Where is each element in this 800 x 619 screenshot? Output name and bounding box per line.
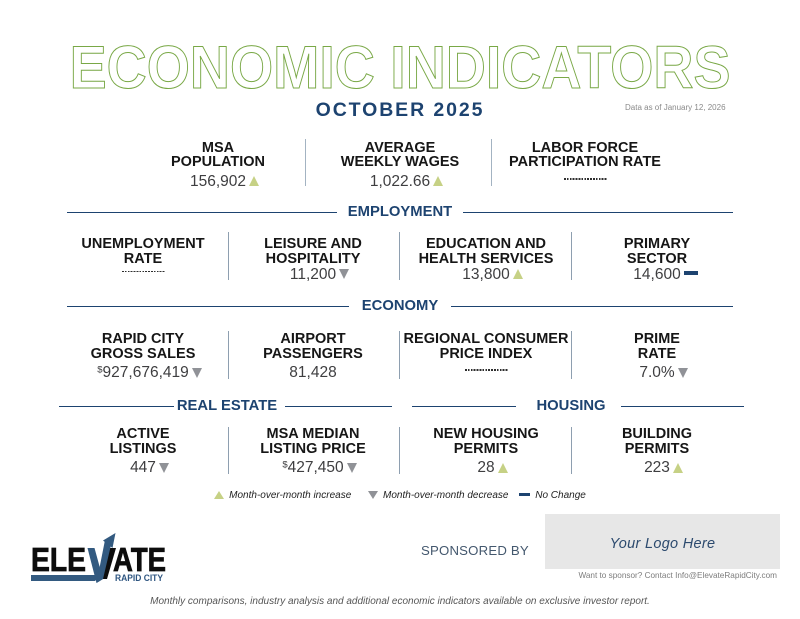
svg-text:ELE: ELE bbox=[31, 541, 86, 578]
svg-text:ATE: ATE bbox=[113, 541, 166, 578]
svg-text:RAPID CITY: RAPID CITY bbox=[115, 573, 164, 584]
